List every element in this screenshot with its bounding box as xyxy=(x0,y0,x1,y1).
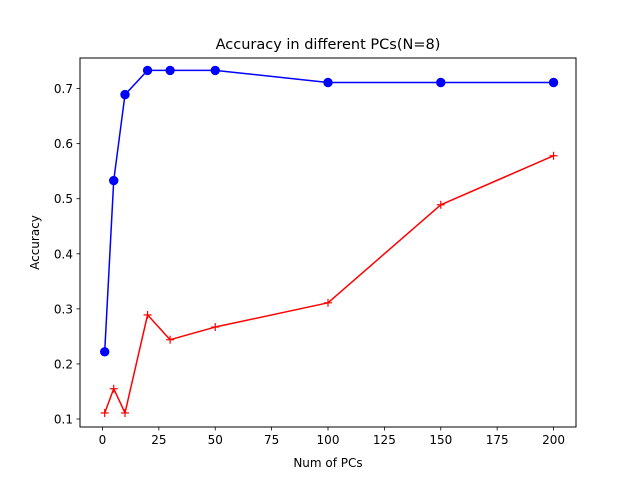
y-tick-label: 0.7 xyxy=(54,82,73,96)
chart-title: Accuracy in different PCs(N=8) xyxy=(216,37,441,53)
series-blue-point xyxy=(436,77,446,88)
series-blue-point xyxy=(548,77,559,88)
y-axis-label: Accuracy xyxy=(28,215,42,270)
x-tick-label: 75 xyxy=(264,433,279,447)
series-red-point xyxy=(100,408,109,417)
x-axis-label: Num of PCs xyxy=(293,456,362,470)
plot-area xyxy=(99,65,559,417)
x-tick-label: 50 xyxy=(208,433,223,447)
series-red-point xyxy=(109,384,118,393)
series-blue xyxy=(99,65,559,357)
x-tick-label: 25 xyxy=(151,433,166,447)
series-blue-point xyxy=(323,77,333,88)
series-blue-point xyxy=(165,65,175,76)
y-tick-label: 0.5 xyxy=(54,192,73,206)
series-red-point xyxy=(549,151,558,160)
series-blue-point xyxy=(109,175,119,186)
series-red-point xyxy=(166,335,175,344)
x-tick-label: 125 xyxy=(373,433,396,447)
series-red-point xyxy=(120,408,129,417)
series-red-point xyxy=(211,323,220,332)
x-tick-label: 100 xyxy=(317,433,340,447)
series-blue-point xyxy=(210,65,220,76)
series-red xyxy=(100,151,558,417)
series-blue-point xyxy=(120,89,130,100)
y-tick-label: 0.3 xyxy=(54,302,73,316)
x-tick-label: 0 xyxy=(99,433,107,447)
x-tick-label: 150 xyxy=(429,433,452,447)
y-tick-label: 0.1 xyxy=(54,413,73,427)
series-red-point xyxy=(324,298,332,307)
y-tick-label: 0.2 xyxy=(54,357,73,371)
series-blue-point xyxy=(142,65,153,76)
series-red-point xyxy=(436,200,445,209)
series-red-point xyxy=(143,310,152,319)
axis-ticks: 0 25 50 75 100 125 150 175 200 0.1 0.2 0.3 0.4 0.5 0.6… xyxy=(54,82,565,447)
y-tick-label: 0.4 xyxy=(54,247,73,261)
y-tick-label: 0.6 xyxy=(54,137,73,151)
x-tick-label: 175 xyxy=(486,433,509,447)
series-blue-point xyxy=(99,347,110,357)
x-tick-label: 200 xyxy=(542,433,565,447)
